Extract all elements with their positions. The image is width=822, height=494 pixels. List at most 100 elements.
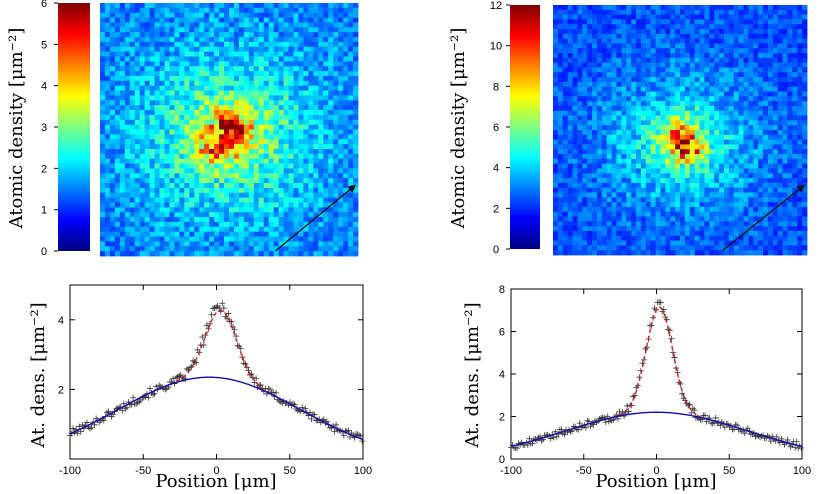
heatmap-cell <box>144 90 151 96</box>
heatmap-cell <box>189 66 195 72</box>
heatmap-cell <box>273 192 280 199</box>
heatmap-cell <box>353 153 359 160</box>
heatmap-cell <box>298 148 304 155</box>
heatmap-cell <box>164 46 170 53</box>
heatmap-cell <box>194 163 200 169</box>
heatmap-cell <box>159 187 165 194</box>
heatmap-cell <box>238 41 245 48</box>
heatmap-cell <box>553 115 559 121</box>
heatmap-cell <box>758 43 764 49</box>
heatmap-cell <box>328 178 334 184</box>
heatmap-cell <box>782 72 788 78</box>
heatmap-cell <box>243 129 250 135</box>
heatmap-cell <box>738 29 744 35</box>
heatmap-cell <box>219 153 225 160</box>
heatmap-cell <box>792 134 798 141</box>
heatmap-cell <box>694 48 700 54</box>
heatmap-cell <box>214 119 220 126</box>
heatmap-cell <box>139 114 146 121</box>
heatmap-cell <box>353 212 359 218</box>
heatmap-cell <box>159 71 165 77</box>
heatmap-cell <box>273 187 280 194</box>
heatmap-cell <box>343 236 349 242</box>
heatmap-cell <box>333 41 339 48</box>
heatmap-cell <box>777 187 783 193</box>
heatmap-cell <box>204 134 210 140</box>
heatmap-cell <box>273 3 280 9</box>
heatmap-cell <box>278 241 284 247</box>
heatmap-cell <box>134 32 141 38</box>
heatmap-cell <box>772 29 779 35</box>
heatmap-cell <box>562 130 569 136</box>
heatmap-cell <box>640 173 647 179</box>
heatmap-cell <box>109 246 116 252</box>
heatmap-cell <box>268 236 275 242</box>
heatmap-cell <box>273 163 280 169</box>
heatmap-cell <box>189 27 195 33</box>
heatmap-cell <box>611 48 617 54</box>
heatmap-cell <box>680 125 686 131</box>
heatmap-cell <box>353 119 359 126</box>
heatmap-cell <box>723 168 730 174</box>
heatmap-cell <box>159 212 165 218</box>
heatmap-cell <box>748 154 754 160</box>
heatmap-cell <box>318 246 324 252</box>
heatmap-cell <box>767 62 774 68</box>
heatmap-cell <box>621 206 627 213</box>
heatmap-cell <box>298 139 304 145</box>
heatmap-cell <box>214 192 220 199</box>
heatmap-cell <box>338 217 344 223</box>
heatmap-cell <box>782 67 788 73</box>
heatmap-cell <box>684 53 691 59</box>
heatmap-cell <box>164 61 170 67</box>
heatmap-cell <box>204 241 210 247</box>
heatmap-cell <box>743 202 749 208</box>
heatmap-cell <box>323 110 329 116</box>
heatmap-cell <box>318 153 324 160</box>
heatmap-cell <box>293 85 299 91</box>
heatmap-cell <box>313 144 319 150</box>
heatmap-cell <box>149 129 155 135</box>
heatmap-cell <box>154 51 160 57</box>
heatmap-cell <box>763 81 769 88</box>
heatmap-cell <box>219 17 225 23</box>
heatmap-cell <box>777 139 783 145</box>
heatmap-cell <box>164 119 170 126</box>
heatmap-cell <box>626 130 632 136</box>
heatmap-cell <box>268 158 275 164</box>
heatmap-cell <box>596 77 603 83</box>
heatmap-cell <box>592 154 598 160</box>
heatmap-cell <box>214 85 220 91</box>
heatmap-cell <box>758 81 764 88</box>
heatmap-cell <box>219 192 225 199</box>
heatmap-cell <box>114 221 121 228</box>
heatmap-cell <box>606 91 613 97</box>
heatmap-cell <box>631 96 637 102</box>
heatmap-cell <box>631 24 637 30</box>
heatmap-cell <box>557 206 564 213</box>
heatmap-cell <box>660 57 666 64</box>
heatmap-cell <box>767 182 774 189</box>
heatmap-cell <box>782 81 788 88</box>
heatmap-cell <box>626 77 632 83</box>
heatmap-cell <box>303 100 309 106</box>
heatmap-cell <box>199 183 205 189</box>
heatmap-cell <box>675 43 681 49</box>
heatmap-cell <box>293 37 299 43</box>
heatmap-cell <box>621 134 627 141</box>
heatmap-cell <box>665 192 671 198</box>
heatmap-cell <box>293 217 299 223</box>
heatmap-cell <box>194 119 200 126</box>
heatmap-cell <box>567 192 573 198</box>
heatmap-cell <box>719 178 725 184</box>
heatmap-cell <box>553 178 559 184</box>
heatmap-cell <box>753 154 759 160</box>
heatmap-cell <box>129 148 136 155</box>
heatmap-cell <box>313 139 319 145</box>
heatmap-cell <box>670 139 676 145</box>
heatmap-cell <box>792 197 798 203</box>
heatmap-cell <box>689 91 696 97</box>
heatmap-cell <box>753 130 759 136</box>
heatmap-cell <box>675 192 681 198</box>
heatmap-cell <box>572 163 578 169</box>
